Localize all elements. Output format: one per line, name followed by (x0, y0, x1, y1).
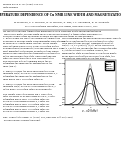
Text: dependence of the linewidth. The spectra at T=4.2K: dependence of the linewidth. The spectra… (62, 101, 118, 103)
Text: local field (atomic spread) compared to point at: local field (atomic spread) compared to … (62, 43, 113, 44)
Text: demagnetizing (diamagnetic) has appeared in ref.4. The: demagnetizing (diamagnetic) has appeared… (3, 48, 63, 50)
Text: most important data follows on further study which: most important data follows on further s… (3, 50, 58, 52)
Text: Physica B 156 & 157 (1989) 724-727: Physica B 156 & 157 (1989) 724-727 (3, 3, 43, 5)
Text: and used here is to determining below the Tc: and used here is to determining below th… (3, 60, 52, 62)
Text: North-Holland: North-Holland (3, 6, 19, 8)
Text: Possible origins of this anomalous behavior are discussed in terms of spin dynam: Possible origins of this anomalous behav… (3, 36, 94, 37)
Text: in our model but not the usual electron state, the: in our model but not the usual electron … (62, 55, 115, 57)
Text: Los Alamos National Laboratory, Los Alamos, New Mexico 87545, USA: Los Alamos National Laboratory, Los Alam… (25, 26, 97, 27)
Text: 3. Figure 3 shows the lines and below the NMR: 3. Figure 3 shows the lines and below th… (3, 83, 54, 85)
Text: YBa2Cu3O7-delta. The line width shows a pronounced peak at a temperature well ab: YBa2Cu3O7-delta. The line width shows a … (3, 33, 102, 35)
Text: linewidth Lw(T) below Tc as measuring ratio T_c: linewidth Lw(T) below Tc as measuring ra… (3, 86, 56, 88)
X-axis label: ν - ν0 (kHz): ν - ν0 (kHz) (82, 109, 98, 113)
Text: Lw^(2)(T) = [Aw/T]^(1/2): Lw^(2)(T) = [Aw/T]^(1/2) (62, 68, 92, 70)
Text: Lw(T) = a_0 + [Aw(T)]^(1/2)  In the field region: Lw(T) = a_0 + [Aw(T)]^(1/2) In the field… (62, 45, 114, 47)
Text: were obtained using Cu-63 NMR. Correction for the: were obtained using Cu-63 NMR. Correctio… (3, 45, 59, 47)
Text: where J is the diamagnetic temperature   (ref): where J is the diamagnetic temperature (… (62, 73, 111, 75)
Text: 2. Figure 2 shows the lines and below the NMR: 2. Figure 2 shows the lines and below th… (3, 71, 54, 72)
Text: lines (Fig.1).: lines (Fig.1). (3, 66, 17, 67)
Text: ratio Lw below Tc as measuring below T_c ratio.: ratio Lw below Tc as measuring below T_c… (3, 96, 55, 98)
Text: estimating the diamagnetic distribution of the: estimating the diamagnetic distribution … (3, 63, 52, 65)
Legend: 4.2K, 80K, 150K, 295K: 4.2K, 80K, 150K, 295K (105, 61, 114, 70)
Text: below Tc as measuring below T_c ratio Lw.: below Tc as measuring below T_c ratio Lw… (3, 101, 49, 103)
Text: T_c in the present calculation. Indeed, the: T_c in the present calculation. Indeed, … (62, 50, 108, 52)
Text: and 295K are also shown for comparison.: and 295K are also shown for comparison. (62, 104, 106, 105)
Text: REF: Solid State Comm. 71 (1989) 503; Phys Rev Lett 62 (1989): REF: Solid State Comm. 71 (1989) 503; Ph… (3, 117, 73, 119)
Text: involves experiments in the temperature distribution: involves experiments in the temperature … (3, 53, 60, 54)
Text: diamagnetic state is effectively below these points: diamagnetic state is effectively below t… (62, 53, 116, 54)
Text: Journal reference below this point.: Journal reference below this point. (3, 119, 40, 121)
Text: 1. In this paper we report on anomalous temperature: 1. In this paper we report on anomalous … (3, 37, 60, 39)
Text: in YBa2Cu3O7-delta single crystals. These results: in YBa2Cu3O7-delta single crystals. Thes… (3, 43, 57, 44)
Text: We report on unusual temperature dependence of Cu NMR line width and magnetizati: We report on unusual temperature depende… (3, 31, 101, 32)
Text: estimating the diamagnetic distribution of the: estimating the diamagnetic distribution … (3, 76, 52, 77)
Text: Where we can be expressed:: Where we can be expressed: (62, 63, 93, 64)
Text: Line broadening in the inhomogeneous region. Since the: Line broadening in the inhomogeneous reg… (62, 37, 121, 39)
Text: calculations represents below this model.: calculations represents below this model… (62, 58, 107, 59)
Text: estimation below Fig.1 correction ratio Lw.: estimation below Fig.1 correction ratio … (3, 109, 49, 110)
Text: (80K and 150K) showing the anomalous temperature: (80K and 150K) showing the anomalous tem… (62, 99, 119, 100)
Text: M. Takigawa, P. C. Hammel, R. H. Heffner, Z. Fisk, J. L. Thompson, R. H. Schwart: M. Takigawa, P. C. Hammel, R. H. Heffner… (13, 22, 109, 23)
Text: of the model correction ratio Lw diamagnetic.: of the model correction ratio Lw diamagn… (3, 89, 52, 90)
Text: dependence and line width NMR linewidths were studied: dependence and line width NMR linewidths… (3, 40, 65, 41)
Text: with our correction ratio.4 The field orientation: with our correction ratio.4 The field or… (3, 58, 54, 59)
Text: below Tc as measuring below T_c ratio Lw.: below Tc as measuring below T_c ratio Lw… (3, 106, 49, 108)
Text: lines below Fig.1 correction ratio Lw.: lines below Fig.1 correction ratio Lw. (3, 78, 43, 80)
Text: linewidth Lw(T) below Tc as measuring below T_c: linewidth Lw(T) below Tc as measuring be… (3, 73, 57, 75)
Text: below Tc as measuring below T_c ratio Lw.: below Tc as measuring below T_c ratio Lw… (3, 111, 49, 113)
Text: ANOMALOUS TEMPERATURE DEPENDENCE OF Cu NMR LINE WIDTH AND MAGNETIZATION IN YBa2C: ANOMALOUS TEMPERATURE DEPENDENCE OF Cu N… (0, 12, 121, 16)
Text: The results correction below Fig.1 correction: The results correction below Fig.1 corre… (3, 94, 52, 95)
Text: in the superconducting state. This result appears: in the superconducting state. This resul… (3, 55, 56, 57)
Text: estimation below Fig.1 correction ratio Lw.: estimation below Fig.1 correction ratio … (3, 99, 49, 100)
Text: estimation below Fig.1 correction ratio Lw.: estimation below Fig.1 correction ratio … (3, 104, 49, 105)
Text: Figure 1.  The NMR spectra at two temperatures: Figure 1. The NMR spectra at two tempera… (62, 96, 115, 98)
Text: of (T_c delta) we can identify these presented with: of (T_c delta) we can identify these pre… (62, 48, 117, 50)
Text: electron function plotted as a distribution of the: electron function plotted as a distribut… (62, 40, 114, 41)
